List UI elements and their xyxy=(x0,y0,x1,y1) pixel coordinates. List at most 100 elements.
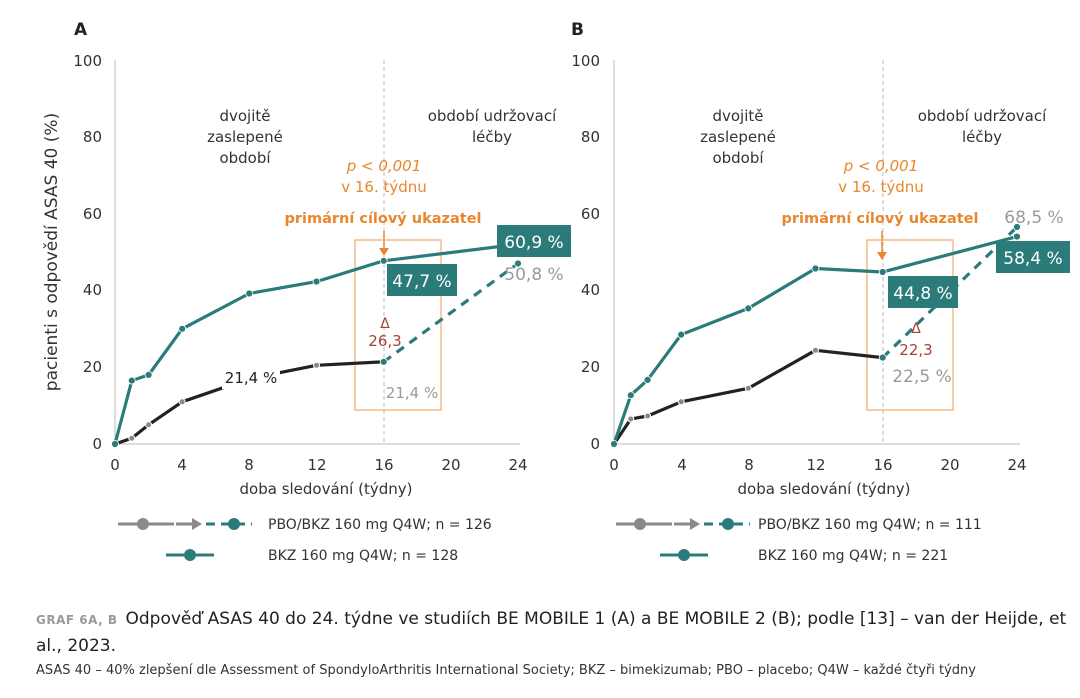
phase-text: období xyxy=(712,149,764,167)
figure-label: GRAF 6A, B xyxy=(36,613,118,627)
pbo-point xyxy=(677,398,685,406)
pbo-switch-line xyxy=(382,262,519,364)
figure-footnote: ASAS 40 – 40% zlepšení dle Assessment of… xyxy=(36,663,976,678)
p-value-annotation: p < 0,001 v 16. týdnu xyxy=(838,157,924,196)
y-tick-label: 0 xyxy=(590,435,600,453)
x-tick-labels: 0 4 8 12 16 20 24 xyxy=(609,456,1026,474)
pbo-point xyxy=(812,346,819,354)
y-tick-labels: 0 20 40 60 80 100 xyxy=(73,52,102,453)
pbo-switch-point xyxy=(1013,223,1021,231)
arrow-head-icon xyxy=(379,248,389,256)
panel-label: B xyxy=(571,20,584,40)
bkz-point xyxy=(178,324,187,333)
legend-arrow-icon xyxy=(192,518,202,530)
pbo8-label: 21,4 % xyxy=(225,369,277,387)
y-tick-label: 100 xyxy=(571,52,600,70)
pbo16-label: 21,4 % xyxy=(386,384,438,402)
y-tick-label: 20 xyxy=(581,358,600,376)
p-value-week-text: v 16. týdnu xyxy=(838,178,924,196)
x-tick-label: 24 xyxy=(1007,456,1026,474)
x-tick-label: 20 xyxy=(940,456,959,474)
primary-endpoint-label: primární cílový ukazatel xyxy=(781,211,978,227)
pbo-point xyxy=(627,415,635,423)
legend-bkz-marker xyxy=(184,549,196,561)
y-tick-label: 60 xyxy=(83,205,102,223)
figure-canvas: A 0 20 40 60 80 100 0 4 8 12 16 20 24 do… xyxy=(42,20,1070,564)
p-value-week-text: v 16. týdnu xyxy=(341,178,427,196)
bkz16-label: 44,8 % xyxy=(893,284,952,304)
bkz-point xyxy=(626,391,635,400)
p-value-annotation: p < 0,001 v 16. týdnu xyxy=(341,157,427,196)
panel-a: A 0 20 40 60 80 100 0 4 8 12 16 20 24 do… xyxy=(42,20,571,564)
bkz-point xyxy=(643,375,652,384)
phase-text: zaslepené xyxy=(207,128,283,146)
legend-a: PBO/BKZ 160 mg Q4W; n = 126 BKZ 160 mg Q… xyxy=(118,517,492,564)
phase-text: léčby xyxy=(472,128,512,146)
bkz-point xyxy=(127,376,136,385)
y-tick-label: 80 xyxy=(83,128,102,146)
legend-switch-marker xyxy=(228,518,240,530)
plot-marks-a xyxy=(111,240,522,448)
x-tick-label: 24 xyxy=(508,456,527,474)
x-tick-label: 12 xyxy=(307,456,326,474)
bkz-point xyxy=(744,304,753,313)
x-tick-label: 16 xyxy=(873,456,892,474)
primary-endpoint-label: primární cílový ukazatel xyxy=(284,211,481,227)
bkz16-label: 47,7 % xyxy=(392,272,451,292)
bkz-point xyxy=(312,277,321,286)
y-axis xyxy=(114,60,520,445)
p-value-text: p < 0,001 xyxy=(346,157,422,175)
pbo8-label-bg xyxy=(222,367,280,389)
delta-icon: Δ xyxy=(911,321,921,337)
pbo-switch-point xyxy=(379,357,388,366)
x-tick-label: 0 xyxy=(110,456,120,474)
bkz-point xyxy=(610,440,618,448)
y-axis xyxy=(613,60,1020,445)
bkz24-label: 58,4 % xyxy=(1003,249,1062,269)
legend-bkz-label: BKZ 160 mg Q4W; n = 221 xyxy=(758,548,948,564)
pbo-switch-point xyxy=(878,353,887,362)
x-tick-label: 16 xyxy=(374,456,393,474)
bkz-point xyxy=(677,330,686,339)
pbo-point xyxy=(178,398,186,406)
figure-caption: GRAF 6A, B Odpověď ASAS 40 do 24. týdne v… xyxy=(36,606,1076,659)
y-tick-label: 0 xyxy=(92,435,102,453)
pbo24-label: 50,8 % xyxy=(504,265,563,285)
legend-switch-marker xyxy=(722,518,734,530)
pbo16-label: 22,5 % xyxy=(892,367,951,387)
pbo-line xyxy=(612,348,883,445)
legend-pbo-marker xyxy=(634,518,646,530)
pbo24-label: 68,5 % xyxy=(1004,208,1063,228)
phase-text: dvojitě xyxy=(712,107,763,125)
y-tick-label: 40 xyxy=(581,281,600,299)
bkz-point xyxy=(144,370,153,379)
legend-arrow-icon xyxy=(690,518,700,530)
x-tick-label: 8 xyxy=(244,456,254,474)
bkz-point xyxy=(811,264,820,273)
legend-pbo-label: PBO/BKZ 160 mg Q4W; n = 111 xyxy=(758,517,982,533)
panel-b: B 0 20 40 60 80 100 0 4 8 12 16 20 24 do… xyxy=(571,20,1070,564)
legend-bkz-marker xyxy=(678,549,690,561)
phase-text: zaslepené xyxy=(700,128,776,146)
p-value-text: p < 0,001 xyxy=(843,157,919,175)
bkz24-label: 60,9 % xyxy=(504,233,563,253)
bkz-point xyxy=(111,440,119,448)
bkz24-badge xyxy=(996,241,1070,273)
highlight-box xyxy=(866,239,954,411)
pbo-point xyxy=(644,412,652,420)
bkz24-badge xyxy=(497,225,571,257)
legend-b: PBO/BKZ 160 mg Q4W; n = 111 BKZ 160 mg Q… xyxy=(616,517,982,564)
phase-label-right: období udržovací léčby xyxy=(428,107,557,146)
pbo-switch-point xyxy=(514,259,522,268)
delta-value: 26,3 xyxy=(368,332,401,350)
bkz-line xyxy=(113,242,519,445)
legend-bkz-label: BKZ 160 mg Q4W; n = 128 xyxy=(268,548,458,564)
x-tick-label: 12 xyxy=(806,456,825,474)
pbo-point xyxy=(145,421,153,429)
x-tick-label: 0 xyxy=(609,456,619,474)
phase-text: období udržovací xyxy=(918,107,1047,125)
pbo-point xyxy=(128,434,136,442)
x-tick-label: 8 xyxy=(744,456,754,474)
y-tick-label: 60 xyxy=(581,205,600,223)
legend-pbo-marker xyxy=(137,518,149,530)
